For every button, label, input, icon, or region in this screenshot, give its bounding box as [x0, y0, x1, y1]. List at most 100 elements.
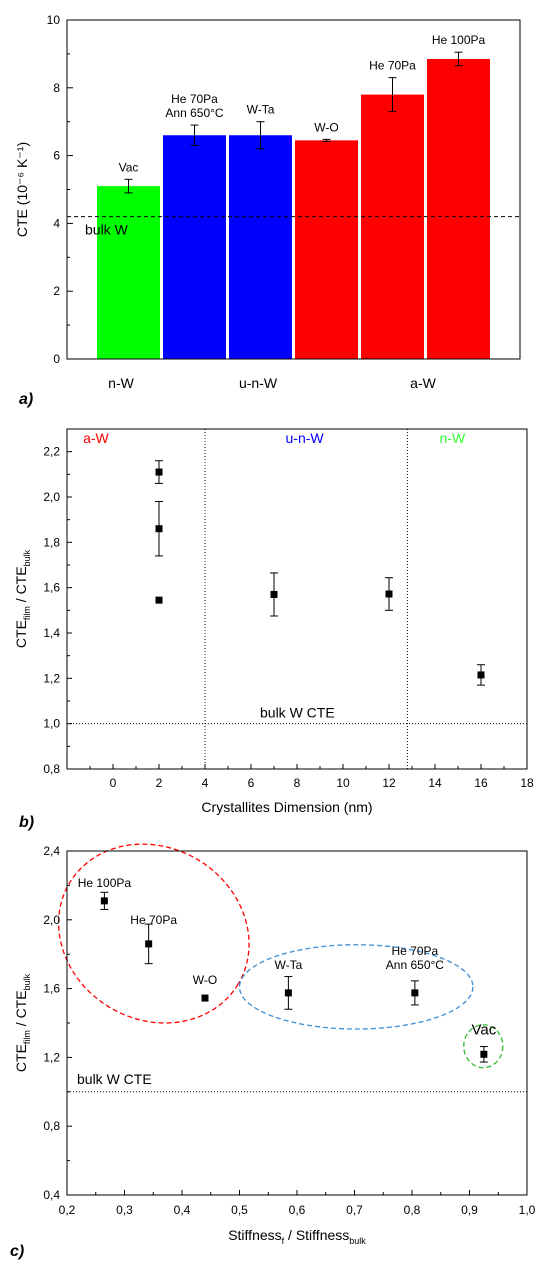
- y-tick-label: 1,2: [43, 671, 60, 685]
- y-tick-label: 1,2: [43, 1050, 60, 1064]
- bar-0: [97, 186, 160, 359]
- y-axis-label-sub: bulk: [22, 973, 32, 990]
- bar-label-1: Ann 650°C: [165, 106, 224, 120]
- group-label-1: u-n-W: [239, 375, 278, 391]
- x-tick-label: 16: [474, 776, 488, 790]
- x-tick-label: 18: [520, 776, 534, 790]
- y-axis-label-sub: film: [22, 1030, 32, 1044]
- x-tick-label: 0,4: [174, 1203, 191, 1217]
- y-tick-label: 1,4: [43, 626, 60, 640]
- y-axis-label: CTEfilm / CTEbulk: [13, 549, 32, 648]
- y-tick-label: 1,6: [43, 982, 60, 996]
- y-tick-label: 8: [53, 81, 60, 95]
- data-point-3: [284, 989, 292, 997]
- y-tick-label: 4: [53, 216, 60, 230]
- x-axis-label-sub: f: [282, 1236, 285, 1246]
- x-tick-label: 0,8: [404, 1203, 421, 1217]
- panel-label: a): [19, 391, 33, 408]
- point-label-3: W-Ta: [274, 958, 302, 972]
- y-tick-label: 0,8: [43, 762, 60, 776]
- data-point-1: [145, 940, 153, 948]
- x-tick-label: 14: [428, 776, 442, 790]
- data-point-0: [100, 897, 108, 905]
- point-label-4: He 70Pa: [392, 944, 439, 958]
- bar-label-2: W-Ta: [247, 103, 275, 117]
- x-axis-label: Stiffnessf / Stiffnessbulk: [228, 1227, 366, 1246]
- y-tick-label: 2,2: [43, 445, 60, 459]
- bar-3: [295, 140, 358, 359]
- bar-2: [229, 135, 292, 359]
- x-tick-label: 0,9: [461, 1203, 478, 1217]
- x-tick-label: 8: [294, 776, 301, 790]
- y-tick-label: 1,8: [43, 535, 60, 549]
- y-axis-label-mid: / CTE: [13, 990, 29, 1030]
- y-tick-label: 2,0: [43, 913, 60, 927]
- point-label-2: W-O: [193, 973, 217, 987]
- reference-line-label: bulk W CTE: [260, 705, 335, 721]
- x-tick-label: 0,7: [346, 1203, 363, 1217]
- bar-5: [427, 58, 490, 360]
- x-tick-label: 0,3: [116, 1203, 133, 1217]
- x-tick-label: 6: [248, 776, 255, 790]
- bar-label-3: W-O: [314, 120, 338, 134]
- region-label-1: u-n-W: [286, 430, 325, 446]
- y-axis-label: CTEfilm / CTEbulk: [13, 973, 32, 1072]
- data-point-3: [270, 590, 278, 598]
- group-label-2: a-W: [410, 375, 436, 391]
- bar-label-0: Vac: [119, 160, 139, 174]
- y-tick-label: 0: [53, 352, 60, 366]
- y-axis-label: CTE (10⁻⁶ K⁻¹): [14, 142, 30, 237]
- data-point-5: [477, 671, 485, 679]
- point-label-0: He 100Pa: [78, 876, 132, 890]
- y-axis-label-mid: / CTE: [13, 566, 29, 606]
- data-point-1: [155, 525, 163, 533]
- y-tick-label: 1,0: [43, 717, 60, 731]
- data-point-4: [385, 590, 393, 598]
- cluster-ellipse-1: [238, 944, 474, 1030]
- y-axis-label-sub: bulk: [22, 549, 32, 566]
- y-tick-label: 1,6: [43, 581, 60, 595]
- panel-label: c): [10, 1243, 24, 1260]
- point-label-4: Ann 650°C: [386, 958, 445, 972]
- data-point-2: [155, 596, 163, 604]
- data-point-4: [411, 989, 419, 997]
- x-axis-label-sub: bulk: [349, 1236, 366, 1246]
- y-axis-label-sub: film: [22, 606, 32, 620]
- y-tick-label: 2,0: [43, 490, 60, 504]
- y-tick-label: 10: [47, 13, 61, 27]
- data-point-5: [480, 1050, 488, 1058]
- x-tick-label: 0: [110, 776, 117, 790]
- y-tick-label: 2,4: [43, 844, 60, 858]
- x-tick-label: 12: [382, 776, 396, 790]
- bar-4: [361, 94, 424, 359]
- bar-label-5: He 100Pa: [432, 33, 486, 47]
- y-tick-label: 0,8: [43, 1119, 60, 1133]
- region-label-0: a-W: [83, 430, 109, 446]
- plot-frame: [66, 850, 528, 1196]
- reference-line-label: bulk W: [85, 222, 129, 238]
- x-tick-label: 10: [336, 776, 350, 790]
- y-axis-label-main: CTE: [13, 1044, 29, 1072]
- cluster-ellipse-0: [57, 843, 250, 1024]
- bar-1: [163, 135, 226, 359]
- x-axis-label: Crystallites Dimension (nm): [201, 799, 372, 815]
- reference-line-label: bulk W CTE: [77, 1071, 152, 1087]
- x-tick-label: 0,2: [59, 1203, 76, 1217]
- point-label-5: Vac: [472, 1021, 497, 1038]
- region-label-2: n-W: [440, 430, 466, 446]
- panel-b-scatter-chart: bulk W CTE a-W u-n-W n-W 0 2 4 6 8 10 12 14 16 18 0,8 1…: [13, 428, 534, 831]
- cluster-ellipse-2: [463, 1024, 504, 1069]
- group-label-0: n-W: [108, 375, 134, 391]
- y-axis-label-main: CTE: [13, 620, 29, 648]
- x-tick-label: 0,6: [289, 1203, 306, 1217]
- panel-label: b): [19, 814, 34, 831]
- y-tick-label: 0,4: [43, 1188, 60, 1202]
- data-point-0: [155, 468, 163, 476]
- y-tick-label: 2: [53, 284, 60, 298]
- x-axis-label-main: Stiffness: [228, 1227, 281, 1243]
- x-axis-label-mid: / Stiffness: [284, 1227, 349, 1243]
- x-tick-label: 0,5: [231, 1203, 248, 1217]
